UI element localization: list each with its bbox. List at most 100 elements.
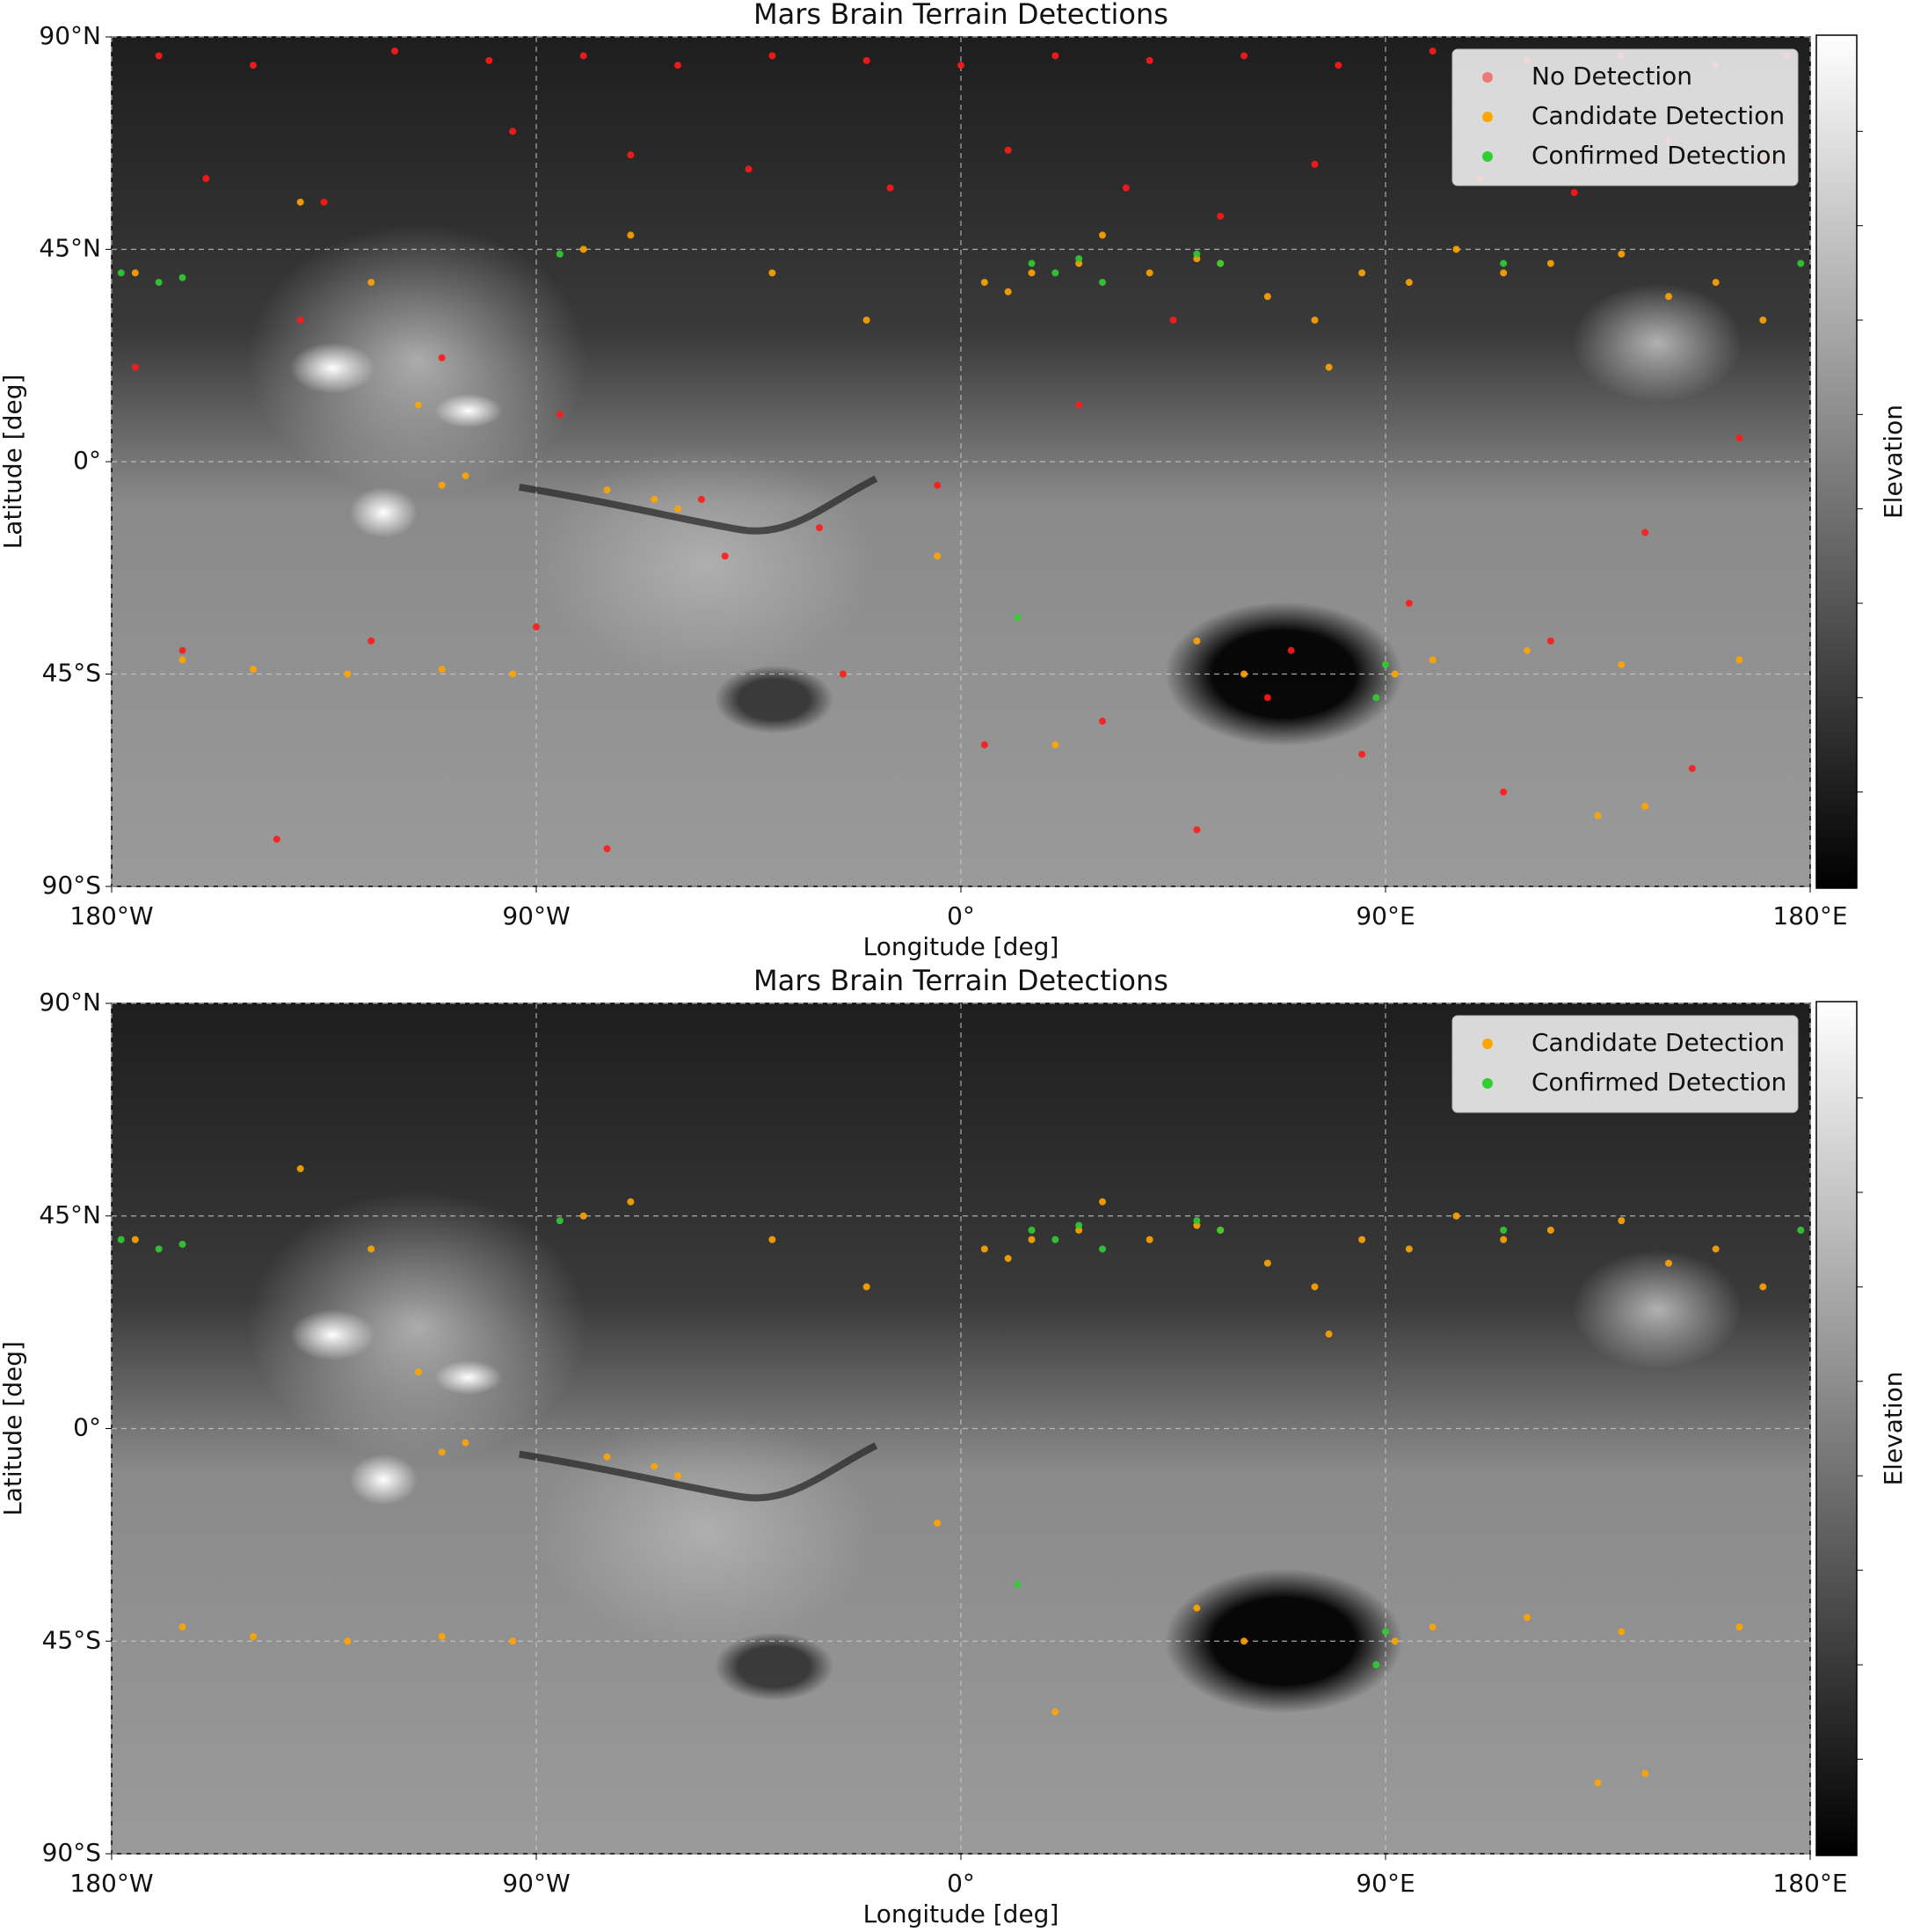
terrain-feature (536, 1411, 877, 1650)
data-point (768, 269, 776, 277)
data-point (250, 1632, 257, 1640)
chart-title: Mars Brain Terrain Detections (753, 0, 1168, 31)
data-point (1524, 646, 1531, 654)
data-point (556, 411, 564, 419)
data-point (1169, 317, 1177, 324)
data-point (1405, 1245, 1413, 1253)
data-point (768, 52, 776, 60)
legend-label: No Detection (1531, 62, 1692, 91)
legend-marker (1482, 72, 1493, 83)
data-point (674, 505, 681, 513)
data-point (1452, 1212, 1460, 1220)
y-tick-label: 90°S (42, 871, 101, 900)
data-point (1358, 750, 1366, 758)
data-point (1594, 1779, 1602, 1787)
data-point (131, 363, 139, 371)
data-point (438, 1448, 446, 1456)
x-tick-label: 180°E (1772, 1869, 1847, 1898)
data-point (651, 1462, 658, 1470)
data-point (438, 354, 446, 361)
legend-label: Confirmed Detection (1531, 1068, 1786, 1097)
data-point (1735, 1623, 1743, 1631)
data-point (1618, 1217, 1626, 1225)
data-point (344, 670, 352, 678)
data-point (1146, 56, 1153, 64)
data-point (1287, 646, 1295, 654)
data-point (1382, 1628, 1389, 1636)
data-point (509, 128, 517, 135)
panel: Mars Brain Terrain Detections 180°W 90°W 0°… (0, 0, 1906, 961)
data-point (1641, 529, 1649, 536)
data-point (1712, 1245, 1720, 1253)
legend-label: Confirmed Detection (1531, 141, 1786, 170)
data-point (816, 524, 823, 532)
terrain-feature (289, 1309, 375, 1361)
data-point (1240, 1637, 1248, 1645)
terrain-feature (1572, 283, 1742, 403)
data-point (1099, 718, 1106, 725)
data-point (1051, 269, 1059, 277)
data-point (1618, 660, 1626, 668)
data-point (367, 279, 375, 287)
data-point (1193, 1217, 1201, 1225)
data-point (1405, 279, 1413, 287)
data-point (627, 151, 635, 159)
data-point (1641, 1769, 1649, 1777)
data-point (556, 250, 564, 258)
data-point (674, 62, 681, 69)
data-point (1335, 62, 1342, 69)
data-point (1546, 259, 1554, 267)
data-point (462, 1439, 469, 1447)
y-tick-label: 90°N (39, 21, 101, 50)
data-point (1500, 1236, 1508, 1243)
data-point (839, 670, 847, 678)
data-point (1641, 802, 1649, 810)
y-tick-label: 45°S (42, 659, 101, 688)
x-axis-label: Longitude [deg] (863, 932, 1059, 961)
data-point (1193, 826, 1201, 834)
data-point (509, 670, 517, 678)
data-point (250, 666, 257, 674)
y-tick-label: 45°N (39, 1200, 101, 1229)
data-point (1028, 1236, 1036, 1243)
colorbar-label: Elevation (1879, 1371, 1906, 1485)
data-point (1075, 1221, 1083, 1229)
data-point (155, 1245, 163, 1253)
legend-label: Candidate Detection (1531, 1028, 1785, 1057)
data-point (1735, 656, 1743, 664)
data-point (1391, 670, 1399, 678)
data-point (1263, 293, 1271, 301)
data-point (627, 1198, 635, 1206)
data-point (1735, 434, 1743, 442)
data-point (117, 269, 125, 277)
data-point (178, 1623, 186, 1631)
data-point (1570, 189, 1578, 197)
data-point (1028, 1226, 1036, 1234)
terrain-feature (289, 342, 375, 394)
data-point (1122, 184, 1130, 192)
x-tick-label: 180°E (1772, 901, 1847, 930)
legend-marker (1482, 151, 1493, 162)
data-point (1391, 1637, 1399, 1645)
data-point (178, 646, 186, 654)
data-point (1546, 1226, 1554, 1234)
terrain-feature (714, 1632, 834, 1701)
data-point (1014, 614, 1022, 622)
panel: Mars Brain Terrain Detections 180°W 90°W 0°… (0, 964, 1906, 1928)
data-point (1382, 660, 1389, 668)
x-tick-label: 180°W (69, 901, 153, 930)
data-point (1618, 250, 1626, 258)
data-point (862, 317, 870, 324)
data-point (462, 472, 469, 480)
data-point (1263, 1259, 1271, 1267)
legend-marker (1482, 1078, 1493, 1089)
data-point (131, 269, 139, 277)
y-tick-label: 45°S (42, 1625, 101, 1654)
data-point (1405, 600, 1413, 607)
data-point (1372, 694, 1380, 702)
data-point (1429, 1623, 1437, 1631)
y-axis-label: Latitude [deg] (0, 1341, 27, 1516)
data-point (651, 495, 658, 503)
data-point (980, 279, 988, 287)
data-point (1004, 146, 1012, 154)
